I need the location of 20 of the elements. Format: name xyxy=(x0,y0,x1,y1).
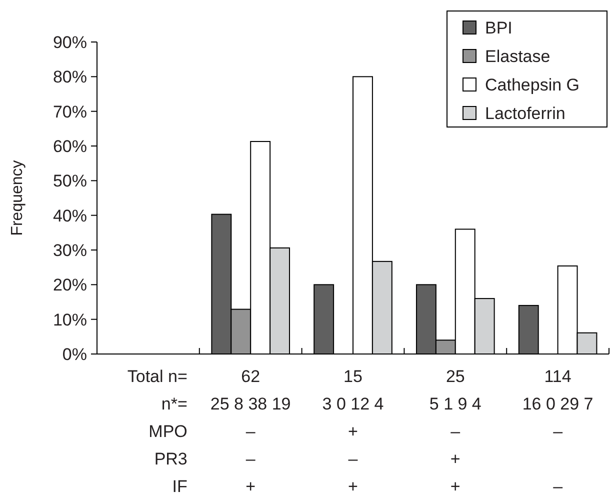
y-tick-label: 20% xyxy=(52,276,87,295)
legend-label: Cathepsin G xyxy=(485,75,580,94)
category-label: 114 16 0 29 7 – – xyxy=(522,366,594,496)
y-tick-label: 40% xyxy=(52,206,87,226)
y-tick-label: 70% xyxy=(52,102,87,122)
y-tick-label: 50% xyxy=(52,172,87,191)
legend-label: BPI xyxy=(485,18,512,38)
legend-label: Elastase xyxy=(485,46,550,66)
legend-label: Lactoferrin xyxy=(485,104,566,123)
y-tick-label: 60% xyxy=(52,136,87,156)
y-tick-label: 0% xyxy=(62,344,87,364)
x-tick-label: 62 25 8 38 19 – – + xyxy=(210,366,291,496)
x-tick-label: 25 5 1 9 4 – + + xyxy=(429,366,482,496)
y-tick-label: 80% xyxy=(52,68,87,87)
y-tick-label: 10% xyxy=(52,310,87,330)
y-tick-label: 90% xyxy=(52,32,87,52)
y-tick-label: 30% xyxy=(52,240,87,260)
x-tick-label: 15 3 0 12 4 + – + xyxy=(322,366,384,496)
y-axis-title: Frequency xyxy=(9,160,26,236)
x-tick-label: Total n= n*= MPO PR3 IF xyxy=(127,366,188,496)
